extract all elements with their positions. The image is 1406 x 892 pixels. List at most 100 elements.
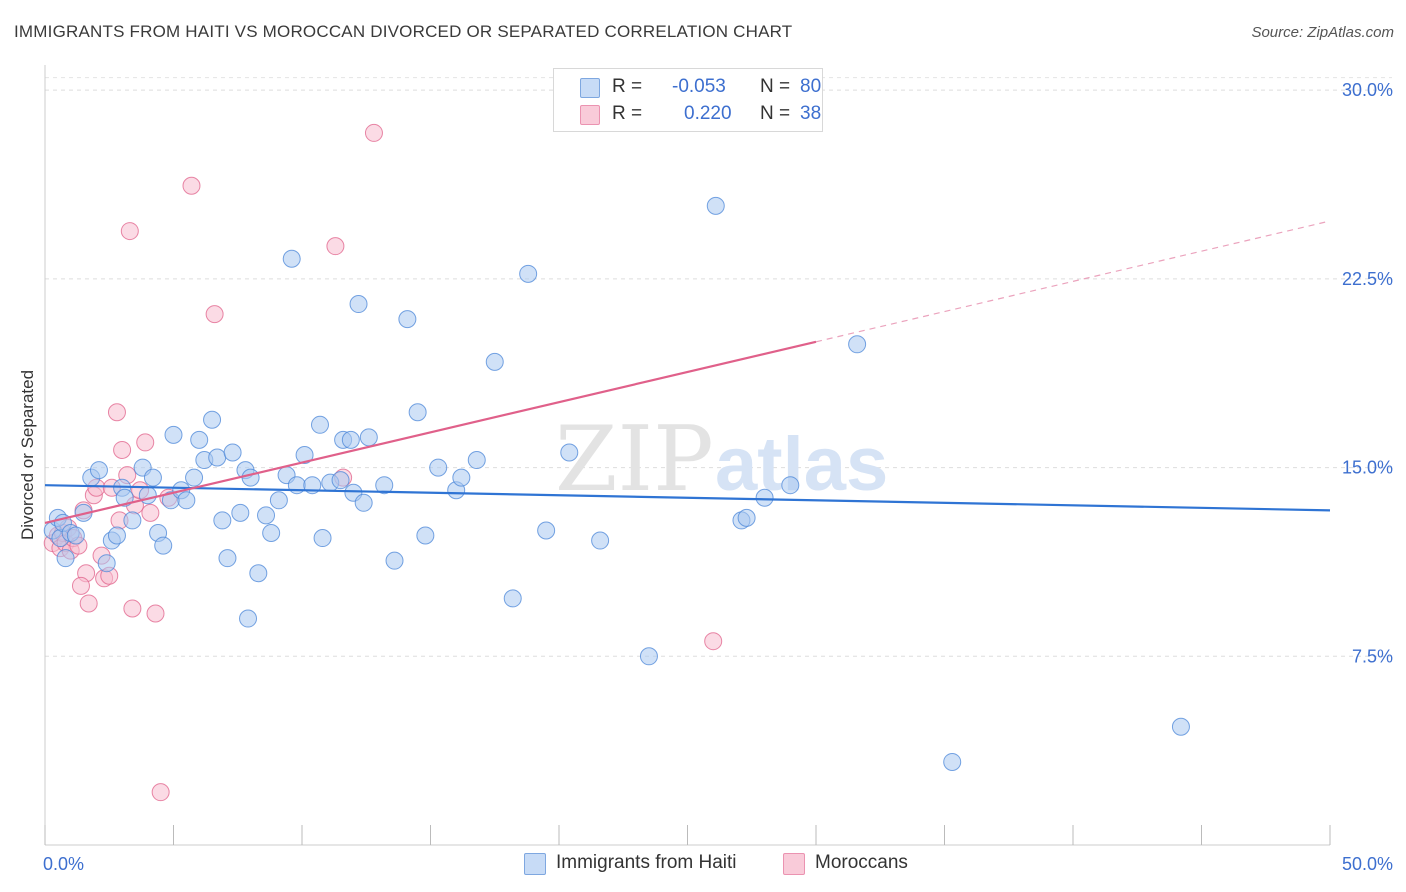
haiti-points <box>43 196 1190 771</box>
haiti-point <box>177 491 196 510</box>
moroccans-point <box>141 503 160 522</box>
haiti-point <box>755 488 774 507</box>
haiti-point <box>331 471 350 490</box>
y-tick-label: 15.0% <box>1342 458 1393 478</box>
moroccans-swatch <box>580 105 600 125</box>
haiti-point <box>349 295 368 314</box>
watermark: ZIP atlas <box>555 407 888 512</box>
y-tick-label: 30.0% <box>1342 80 1393 100</box>
haiti-legend-label: Immigrants from Haiti <box>556 852 737 873</box>
moroccans-point <box>182 176 201 195</box>
haiti-point <box>185 468 204 487</box>
haiti-point <box>249 564 268 583</box>
y-axis-label: Divorced or Separated <box>18 369 37 541</box>
legend-n-value: 38 <box>800 103 822 124</box>
haiti-point <box>123 511 142 530</box>
haiti-point <box>591 531 610 550</box>
haiti-point <box>269 491 288 510</box>
moroccans-point <box>364 123 383 142</box>
moroccans-point <box>71 576 90 595</box>
haiti-point <box>359 428 378 447</box>
watermark-zip: ZIP <box>555 407 714 512</box>
haiti-point <box>239 609 258 628</box>
haiti-swatch <box>580 78 600 98</box>
haiti-point <box>485 352 504 371</box>
haiti-point <box>706 196 725 215</box>
haiti-point <box>1171 717 1190 736</box>
haiti-point <box>943 752 962 771</box>
moroccans-point <box>123 599 142 618</box>
haiti-point <box>97 554 116 573</box>
haiti-point <box>208 448 227 467</box>
moroccans-point <box>107 403 126 422</box>
haiti-point <box>89 461 108 480</box>
haiti-point <box>503 589 522 608</box>
haiti-point <box>429 458 448 477</box>
haiti-point <box>639 647 658 666</box>
moroccans-point <box>79 594 98 613</box>
haiti-point <box>56 549 75 568</box>
haiti-point <box>452 468 471 487</box>
haiti-point <box>218 549 237 568</box>
haiti-point <box>66 526 85 545</box>
legend-r-label: R = <box>612 76 643 97</box>
haiti-point <box>313 529 332 548</box>
legend-n-label: N = <box>760 103 791 124</box>
haiti-point <box>385 551 404 570</box>
haiti-point <box>295 446 314 464</box>
haiti-legend-swatch <box>524 853 546 875</box>
moroccans-legend-swatch <box>783 853 805 875</box>
moroccans-point <box>136 433 155 452</box>
haiti-point <box>341 430 360 449</box>
moroccans-point <box>146 604 165 623</box>
legend-r-value: 0.220 <box>684 103 732 124</box>
legend-n-value: 80 <box>800 76 822 97</box>
haiti-point <box>203 410 222 429</box>
source-label: Source: ZipAtlas.com <box>1251 24 1394 41</box>
haiti-point <box>213 511 232 530</box>
haiti-point <box>282 249 301 268</box>
haiti-point <box>781 476 800 495</box>
trend-lines <box>44 220 1331 525</box>
haiti-point <box>408 403 427 422</box>
moroccans-trend-line <box>44 340 817 525</box>
moroccans-legend-label: Moroccans <box>815 852 908 873</box>
grid-lines <box>45 77 1392 657</box>
moroccans-point <box>704 632 723 651</box>
haiti-point <box>537 521 556 540</box>
haiti-point <box>190 430 209 449</box>
haiti-point <box>560 443 579 462</box>
x-tick-label: 50.0% <box>1342 854 1393 874</box>
haiti-point <box>154 536 173 555</box>
y-tick-label: 22.5% <box>1342 269 1393 289</box>
moroccans-point <box>151 783 170 802</box>
haiti-point <box>737 508 756 527</box>
haiti-point <box>354 493 373 512</box>
haiti-point <box>310 415 329 434</box>
haiti-point <box>107 526 126 545</box>
legend-r-value: -0.053 <box>672 76 726 97</box>
axes <box>44 65 1331 846</box>
haiti-point <box>231 503 250 522</box>
haiti-point <box>467 451 486 470</box>
haiti-point <box>416 526 435 545</box>
watermark-atlas: atlas <box>715 422 888 507</box>
haiti-point <box>115 488 134 507</box>
haiti-point <box>241 468 260 487</box>
haiti-point <box>519 264 538 283</box>
haiti-point <box>164 425 183 444</box>
moroccans-point <box>205 305 224 324</box>
haiti-point <box>848 335 867 354</box>
correlation-legend: R = -0.053 N = 80 R = 0.220 N = 38 <box>553 68 823 132</box>
moroccans-trend-extension <box>815 220 1331 343</box>
legend-r-label: R = <box>612 103 643 124</box>
chart-title: IMMIGRANTS FROM HAITI VS MOROCCAN DIVORC… <box>14 22 793 41</box>
haiti-point <box>375 476 394 495</box>
haiti-point <box>223 443 242 462</box>
haiti-point <box>143 468 162 487</box>
haiti-point <box>257 506 276 525</box>
moroccans-point <box>113 440 132 459</box>
legend-n-label: N = <box>760 76 791 97</box>
haiti-point <box>398 310 417 329</box>
